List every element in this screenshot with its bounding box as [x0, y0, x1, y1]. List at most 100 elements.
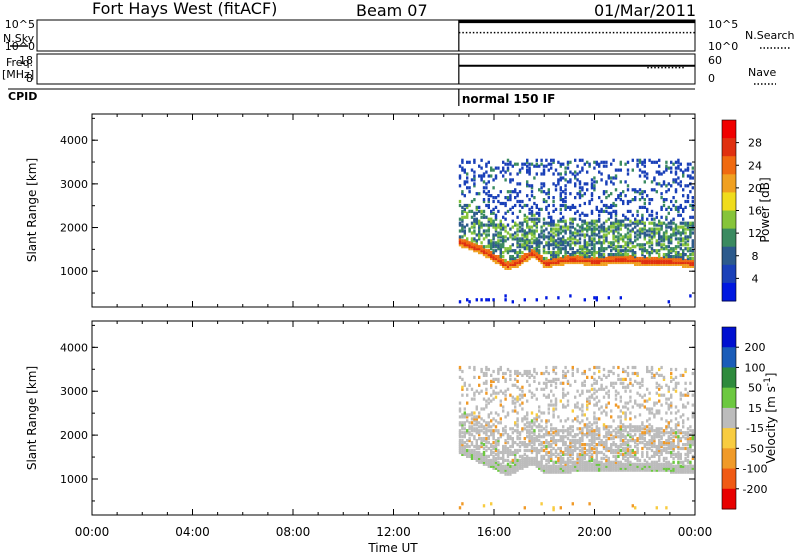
range-gate-cell — [576, 427, 579, 431]
range-gate-cell — [624, 223, 627, 227]
range-gate-cell — [463, 444, 466, 449]
range-gate-cell — [650, 198, 654, 202]
range-gate-cell — [595, 395, 598, 399]
range-gate-cell — [478, 221, 481, 225]
range-gate-cell — [588, 401, 591, 405]
range-gate-cell — [672, 178, 675, 182]
range-gate-cell — [504, 371, 507, 376]
range-gate-cell — [598, 219, 601, 223]
range-gate-cell — [662, 462, 666, 466]
range-gate-cell — [482, 427, 486, 431]
range-gate-cell — [614, 249, 618, 253]
range-gate-cell — [487, 429, 490, 433]
range-gate-cell — [593, 233, 596, 237]
range-gate-cell — [509, 172, 512, 176]
range-gate-cell — [581, 219, 584, 223]
range-gate-cell — [569, 245, 572, 249]
range-gate-cell — [686, 227, 690, 231]
range-gate-cell — [598, 247, 601, 251]
range-gate-cell — [514, 383, 517, 387]
range-gate-cell — [646, 209, 649, 213]
range-gate-cell — [473, 160, 476, 164]
range-gate-cell — [665, 466, 668, 470]
range-gate-cell — [516, 369, 519, 374]
range-gate-cell — [605, 247, 608, 251]
range-gate-cell — [540, 241, 543, 245]
range-gate-cell — [691, 231, 694, 235]
range-gate-cell — [590, 243, 594, 247]
range-gate-cell — [533, 421, 536, 425]
range-gate-cell — [650, 460, 654, 464]
range-gate-cell — [559, 243, 562, 247]
range-gate-cell — [677, 213, 680, 217]
range-gate-cell — [598, 369, 601, 374]
range-gate-cell — [602, 441, 606, 445]
range-gate-cell — [518, 466, 522, 470]
range-gate-cell — [624, 401, 627, 405]
range-gate-cell — [646, 450, 649, 455]
range-gate-cell — [617, 415, 620, 419]
range-gate-cell — [662, 443, 666, 447]
range-gate-cell — [535, 211, 538, 215]
range-gate-cell — [631, 168, 634, 172]
range-gate-cell — [562, 431, 565, 435]
range-gate-cell — [614, 217, 618, 221]
range-gate-cell — [523, 231, 526, 235]
range-gate-cell — [526, 456, 529, 460]
range-gate-cell — [593, 176, 596, 180]
range-gate-cell — [535, 387, 538, 391]
range-gate-cell — [624, 217, 627, 221]
range-gate-cell — [492, 243, 495, 247]
range-gate-cell — [610, 241, 613, 245]
range-gate-cell — [674, 253, 678, 257]
range-gate-cell — [487, 367, 490, 372]
range-gate-cell — [631, 468, 634, 472]
range-gate-cell — [540, 454, 543, 458]
range-gate-cell — [590, 262, 594, 266]
range-gate-cell — [679, 260, 682, 265]
range-gate-cell — [636, 462, 639, 466]
range-gate-cell — [499, 399, 502, 403]
range-gate-cell — [547, 419, 550, 423]
range-gate-cell — [636, 162, 639, 166]
range-gate-cell — [526, 247, 529, 251]
range-gate-cell — [634, 425, 637, 429]
range-gate-cell — [523, 256, 526, 261]
range-gate-cell — [576, 164, 579, 168]
range-gate-cell — [569, 427, 572, 431]
range-gate-cell — [629, 417, 632, 421]
range-gate-cell — [562, 468, 565, 472]
range-gate-cell — [617, 260, 620, 265]
range-gate-cell — [514, 262, 517, 266]
range-gate-cell — [550, 399, 553, 403]
range-gate-cell — [509, 369, 512, 374]
range-gate-cell — [559, 470, 562, 474]
range-gate-cell — [554, 441, 558, 445]
range-gate-cell — [538, 245, 541, 249]
range-gate-cell — [677, 464, 680, 468]
range-gate-cell — [581, 229, 584, 233]
range-gate-cell — [559, 506, 562, 510]
range-gate-cell — [641, 468, 644, 472]
range-gate-cell — [475, 446, 478, 451]
range-gate-cell — [485, 371, 488, 376]
range-gate-cell — [653, 375, 656, 379]
range-gate-cell — [619, 415, 622, 419]
range-gate-cell — [499, 456, 502, 460]
range-gate-cell — [526, 373, 529, 377]
range-gate-cell — [631, 245, 634, 249]
range-gate-cell — [461, 421, 464, 425]
range-gate-cell — [499, 403, 502, 407]
range-gate-cell — [600, 247, 603, 251]
range-gate-cell — [557, 452, 560, 456]
range-gate-cell — [674, 231, 678, 235]
range-gate-cell — [586, 160, 589, 164]
range-gate-cell — [550, 423, 553, 427]
range-gate-cell — [526, 241, 529, 245]
range-gate-cell — [602, 367, 606, 372]
range-gate-cell — [482, 460, 486, 464]
range-gate-cell — [458, 203, 462, 208]
range-gate-cell — [530, 231, 534, 235]
range-gate-cell — [593, 429, 596, 433]
range-gate-cell — [552, 393, 555, 397]
